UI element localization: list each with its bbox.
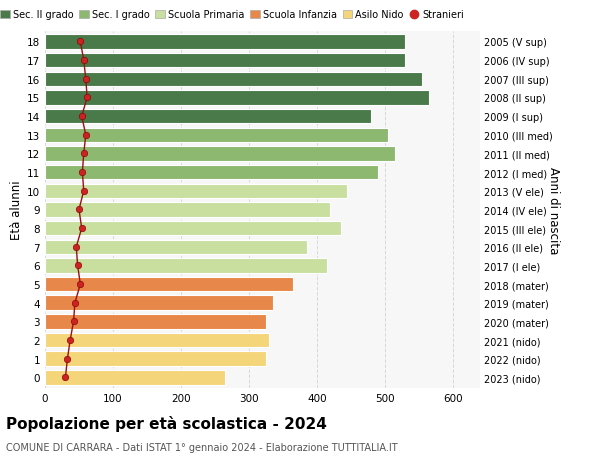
Point	[74, 207, 84, 214]
Point	[76, 281, 85, 288]
Bar	[45, 203, 331, 217]
Bar	[45, 352, 266, 366]
Bar	[45, 370, 225, 385]
Bar	[45, 333, 269, 347]
Point	[77, 225, 86, 232]
Bar	[45, 184, 347, 199]
Text: Popolazione per età scolastica - 2024: Popolazione per età scolastica - 2024	[6, 415, 327, 431]
Point	[73, 262, 82, 269]
Point	[79, 188, 89, 195]
Bar	[45, 296, 272, 310]
Y-axis label: Età alunni: Età alunni	[10, 180, 23, 240]
Point	[77, 113, 86, 121]
Point	[81, 132, 91, 139]
Point	[77, 169, 87, 176]
Point	[61, 374, 70, 381]
Legend: Sec. II grado, Sec. I grado, Scuola Primaria, Scuola Infanzia, Asilo Nido, Stran: Sec. II grado, Sec. I grado, Scuola Prim…	[0, 10, 464, 20]
Text: COMUNE DI CARRARA - Dati ISTAT 1° gennaio 2024 - Elaborazione TUTTITALIA.IT: COMUNE DI CARRARA - Dati ISTAT 1° gennai…	[6, 442, 398, 452]
Bar	[45, 147, 395, 162]
Point	[70, 299, 80, 307]
Point	[81, 76, 91, 83]
Point	[79, 151, 89, 158]
Bar	[45, 128, 388, 143]
Point	[76, 39, 85, 46]
Bar	[45, 35, 405, 50]
Bar	[45, 91, 429, 106]
Bar	[45, 110, 371, 124]
Point	[65, 337, 75, 344]
Point	[79, 57, 89, 65]
Point	[62, 355, 72, 363]
Bar	[45, 221, 341, 236]
Bar	[45, 258, 327, 273]
Bar	[45, 277, 293, 292]
Bar	[45, 73, 422, 87]
Bar	[45, 166, 378, 180]
Point	[82, 95, 92, 102]
Bar	[45, 240, 307, 254]
Bar	[45, 314, 266, 329]
Point	[69, 318, 79, 325]
Bar	[45, 54, 405, 68]
Point	[71, 244, 81, 251]
Y-axis label: Anni di nascita: Anni di nascita	[547, 167, 560, 253]
